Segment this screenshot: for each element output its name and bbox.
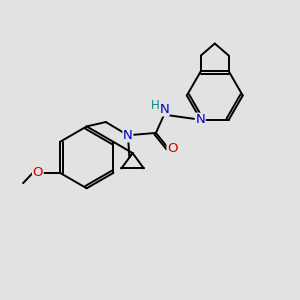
Text: O: O [33, 166, 43, 179]
Text: N: N [123, 129, 133, 142]
Text: N: N [195, 113, 205, 126]
Text: N: N [159, 103, 169, 116]
Text: H: H [151, 99, 160, 112]
Text: O: O [167, 142, 178, 155]
